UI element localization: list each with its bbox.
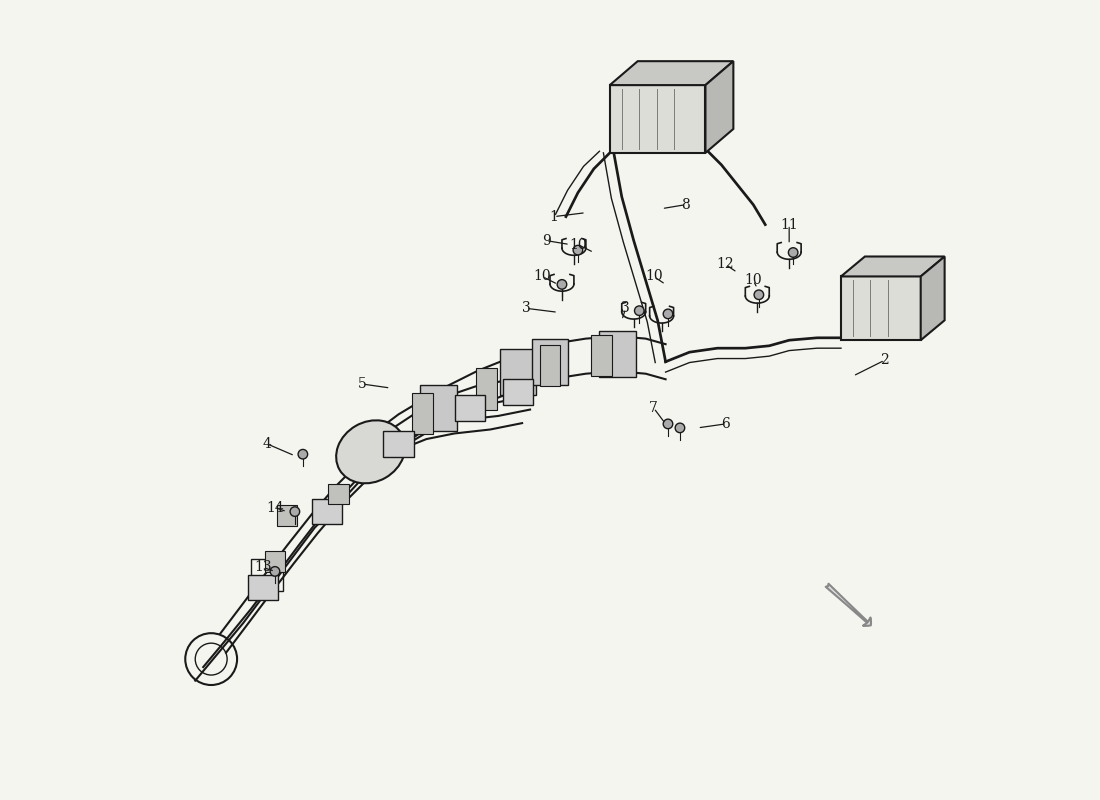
Polygon shape (609, 85, 705, 153)
Text: 10: 10 (645, 270, 662, 283)
Circle shape (290, 507, 299, 516)
FancyBboxPatch shape (311, 499, 342, 524)
Text: 9: 9 (541, 234, 550, 247)
FancyBboxPatch shape (476, 368, 496, 410)
Circle shape (663, 309, 673, 318)
Polygon shape (705, 61, 734, 153)
FancyBboxPatch shape (540, 345, 560, 386)
Text: 2: 2 (880, 353, 889, 367)
Circle shape (573, 246, 583, 255)
Text: 11: 11 (780, 218, 798, 232)
Text: 7: 7 (649, 401, 658, 415)
Circle shape (789, 248, 797, 258)
FancyBboxPatch shape (499, 349, 537, 395)
Circle shape (271, 566, 279, 576)
FancyBboxPatch shape (329, 484, 349, 505)
FancyBboxPatch shape (276, 506, 297, 526)
Polygon shape (921, 257, 945, 340)
FancyBboxPatch shape (600, 330, 636, 377)
Circle shape (635, 306, 645, 315)
FancyBboxPatch shape (248, 574, 278, 600)
Text: 6: 6 (720, 417, 729, 431)
FancyBboxPatch shape (503, 379, 534, 405)
Text: 10: 10 (534, 270, 551, 283)
Text: 8: 8 (681, 198, 690, 212)
FancyBboxPatch shape (265, 551, 285, 572)
Ellipse shape (337, 420, 405, 483)
Circle shape (298, 450, 308, 459)
Polygon shape (609, 61, 734, 85)
Circle shape (663, 419, 673, 429)
Circle shape (558, 280, 566, 289)
Text: 3: 3 (621, 302, 630, 315)
Text: 12: 12 (716, 258, 734, 271)
Text: 13: 13 (254, 561, 272, 574)
FancyBboxPatch shape (592, 334, 613, 376)
FancyBboxPatch shape (531, 338, 569, 385)
Text: 5: 5 (359, 377, 367, 391)
Circle shape (755, 290, 763, 299)
Text: 14: 14 (266, 501, 284, 514)
Text: 3: 3 (521, 302, 530, 315)
Text: 10: 10 (569, 238, 586, 251)
Text: 10: 10 (745, 274, 762, 287)
Polygon shape (842, 257, 945, 277)
FancyBboxPatch shape (412, 393, 432, 434)
Text: 1: 1 (550, 210, 559, 224)
FancyBboxPatch shape (384, 431, 414, 457)
Text: 4: 4 (263, 437, 272, 451)
Circle shape (675, 423, 684, 433)
Polygon shape (842, 277, 921, 340)
FancyBboxPatch shape (420, 385, 456, 431)
FancyBboxPatch shape (455, 395, 485, 421)
